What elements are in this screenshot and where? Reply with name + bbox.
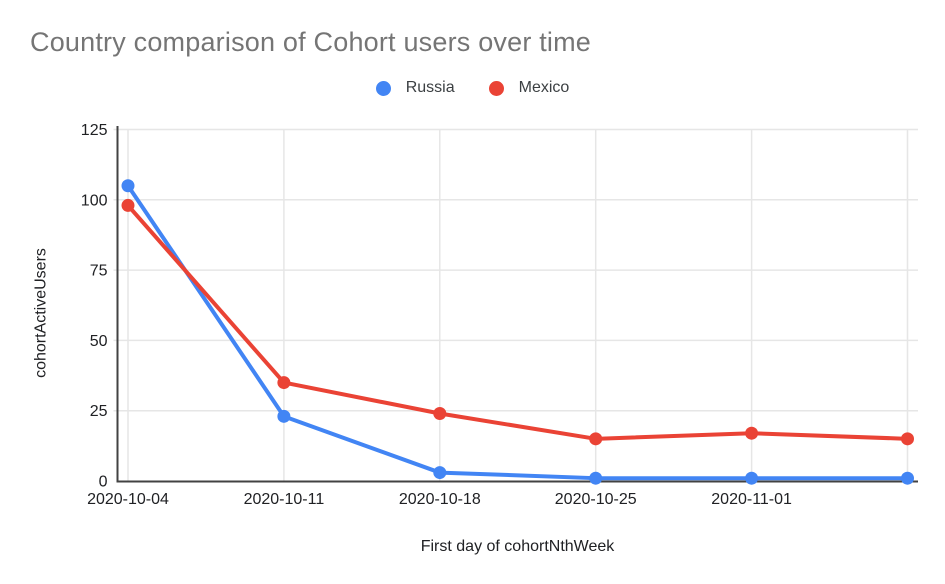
data-point-mexico[interactable] [745, 426, 759, 440]
data-point-russia[interactable] [277, 409, 291, 423]
x-axis-title: First day of cohortNthWeek [420, 538, 615, 555]
data-point-russia[interactable] [589, 471, 603, 485]
y-tick-label: 0 [99, 474, 108, 491]
chart-title: Country comparison of Cohort users over … [30, 27, 592, 57]
chart-legend: Russia Mexico [0, 79, 945, 97]
legend-label-russia: Russia [405, 79, 455, 96]
legend-swatch-mexico [488, 80, 504, 96]
legend-swatch-russia [375, 80, 391, 96]
x-tick-label: 2020-11-01 [711, 491, 792, 508]
data-point-mexico[interactable] [433, 407, 447, 421]
legend-label-mexico: Mexico [518, 79, 570, 96]
y-tick-label: 75 [90, 263, 108, 280]
data-point-mexico[interactable] [277, 376, 291, 390]
y-tick-label: 50 [90, 333, 108, 350]
x-tick-label: 2020-10-25 [555, 491, 637, 508]
y-tick-label: 100 [81, 192, 108, 209]
data-point-russia[interactable] [901, 471, 914, 485]
data-point-russia[interactable] [745, 471, 759, 485]
y-tick-label: 125 [81, 122, 108, 139]
x-tick-label: 2020-10-18 [399, 491, 481, 508]
legend-item-russia[interactable]: Russia [375, 79, 455, 97]
x-tick-label: 2020-10-11 [244, 491, 325, 508]
data-point-mexico[interactable] [901, 432, 914, 446]
data-point-mexico[interactable] [121, 198, 135, 212]
legend-item-mexico[interactable]: Mexico [488, 79, 570, 97]
x-tick-label: 2020-10-04 [87, 491, 169, 508]
series-line-mexico [126, 203, 910, 441]
series-line-russia [126, 183, 910, 481]
data-point-russia[interactable] [121, 179, 135, 193]
y-tick-label: 25 [90, 403, 108, 420]
data-point-mexico[interactable] [589, 432, 603, 446]
data-point-russia[interactable] [433, 466, 447, 480]
